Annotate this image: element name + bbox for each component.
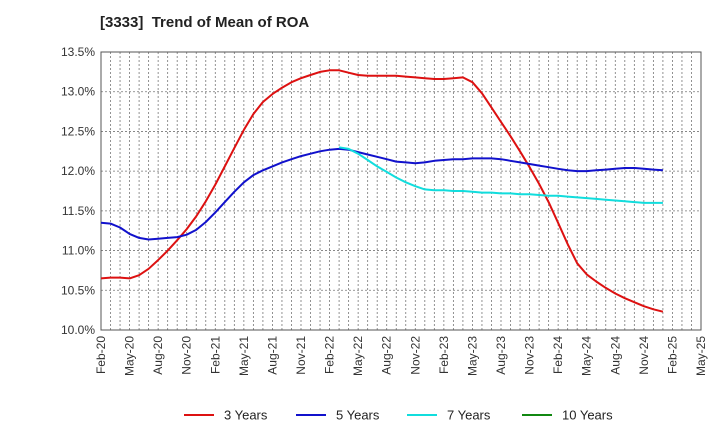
x-tick-label: Feb-22 — [323, 336, 337, 374]
legend-label: 10 Years — [562, 408, 613, 423]
x-tick-label: Nov-22 — [408, 336, 422, 375]
x-tick-label: Aug-21 — [265, 336, 279, 375]
x-tick-label: Nov-24 — [637, 336, 651, 375]
y-axis: 10.0% 10.5% 11.0% 11.5% 12.0% 12.5% 13.0% 13.5% — [61, 45, 95, 337]
x-tick-label: Aug-24 — [608, 336, 622, 375]
x-tick-label: Aug-23 — [494, 336, 508, 375]
chart-title: [3333] Trend of Mean of ROA — [100, 14, 310, 31]
y-tick-label: 13.5% — [61, 45, 95, 59]
x-tick-label: May-25 — [694, 336, 708, 376]
x-tick-label: Feb-24 — [551, 336, 565, 374]
y-tick-label: 11.0% — [62, 244, 95, 258]
x-tick-label: Nov-21 — [294, 336, 308, 375]
series-line-5-years — [100, 147, 663, 241]
y-tick-label: 10.0% — [61, 323, 95, 337]
legend-label: 7 Years — [447, 408, 491, 423]
x-tick-label: Feb-23 — [437, 336, 451, 374]
x-tick-label: May-21 — [237, 336, 251, 376]
x-tick-label: May-23 — [465, 336, 479, 376]
x-tick-label: Feb-25 — [665, 336, 679, 374]
series-line-3-years — [100, 69, 664, 313]
y-tick-label: 10.5% — [61, 283, 95, 297]
x-tick-label: Aug-20 — [151, 336, 165, 375]
x-tick-label: Nov-20 — [180, 336, 194, 375]
series-line-7-years — [338, 146, 663, 204]
x-tick-label: May-22 — [351, 336, 365, 376]
legend-label: 5 Years — [336, 408, 380, 423]
x-axis: Feb-20 May-20 Aug-20 Nov-20 Feb-21 May-21 Aug-… — [94, 336, 708, 376]
x-tick-label: Feb-20 — [94, 336, 108, 374]
series-lines — [100, 69, 664, 313]
plot-border — [100, 51, 702, 331]
x-tick-label: May-24 — [580, 336, 594, 376]
legend-label: 3 Years — [224, 408, 268, 423]
y-tick-label: 11.5% — [62, 204, 95, 218]
grid — [101, 52, 701, 330]
y-tick-label: 13.0% — [61, 85, 95, 99]
x-tick-label: Feb-21 — [208, 336, 222, 374]
y-tick-label: 12.5% — [61, 124, 95, 138]
y-tick-label: 12.0% — [61, 164, 95, 178]
x-tick-label: Nov-23 — [523, 336, 537, 375]
x-tick-label: Aug-22 — [380, 336, 394, 375]
legend: 3 Years 5 Years 7 Years 10 Years — [184, 408, 613, 423]
x-tick-label: May-20 — [123, 336, 137, 376]
